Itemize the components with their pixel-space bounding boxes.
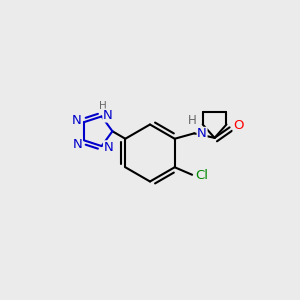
- Text: H: H: [99, 101, 107, 111]
- Text: N: N: [72, 114, 82, 127]
- Text: O: O: [233, 119, 244, 132]
- Text: Cl: Cl: [195, 169, 208, 182]
- Text: N: N: [103, 109, 112, 122]
- Text: N: N: [103, 141, 113, 154]
- Text: H: H: [188, 114, 197, 127]
- Text: N: N: [73, 137, 82, 151]
- Text: N: N: [197, 128, 207, 140]
